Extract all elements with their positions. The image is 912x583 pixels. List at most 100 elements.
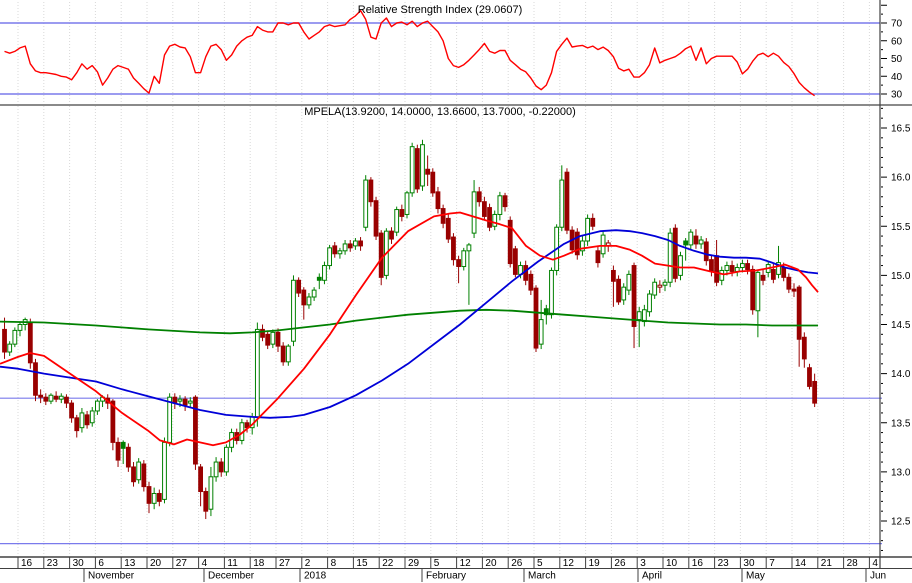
candle[interactable] <box>187 400 193 404</box>
ma-fast-line[interactable] <box>0 211 819 447</box>
candle[interactable] <box>95 400 100 412</box>
candle[interactable] <box>703 241 709 262</box>
candle[interactable] <box>580 240 585 252</box>
candle[interactable] <box>770 268 776 280</box>
candle[interactable] <box>162 441 167 500</box>
candle[interactable] <box>342 243 348 252</box>
candle[interactable] <box>574 231 580 256</box>
candle[interactable] <box>136 461 142 481</box>
candle[interactable] <box>260 328 265 338</box>
candle[interactable] <box>466 244 472 252</box>
candle[interactable] <box>807 367 812 387</box>
candle[interactable] <box>667 232 673 283</box>
candle[interactable] <box>791 288 797 292</box>
candle[interactable] <box>399 209 405 217</box>
candle[interactable] <box>801 336 807 360</box>
candle[interactable] <box>332 245 338 255</box>
candle[interactable] <box>275 331 281 347</box>
candle[interactable] <box>760 274 766 281</box>
candle[interactable] <box>740 263 745 269</box>
candle[interactable] <box>404 192 410 215</box>
candle[interactable] <box>729 265 735 272</box>
candle[interactable] <box>115 441 121 461</box>
candle[interactable] <box>38 394 44 398</box>
candle[interactable] <box>425 168 431 175</box>
candle[interactable] <box>538 319 544 345</box>
candle[interactable] <box>285 345 291 363</box>
candle[interactable] <box>585 217 591 242</box>
candle[interactable] <box>177 398 183 402</box>
candle[interactable] <box>306 296 312 306</box>
candle[interactable] <box>755 271 761 312</box>
candle[interactable] <box>270 331 276 345</box>
candle[interactable] <box>796 286 802 340</box>
candle[interactable] <box>497 195 503 215</box>
candle[interactable] <box>53 395 59 400</box>
candle[interactable] <box>125 446 131 468</box>
candle[interactable] <box>672 227 678 279</box>
candle[interactable] <box>652 281 658 296</box>
candle[interactable] <box>182 398 188 406</box>
candle[interactable] <box>84 414 90 426</box>
candle[interactable] <box>394 209 400 233</box>
candle[interactable] <box>719 269 725 281</box>
candle[interactable] <box>435 191 441 210</box>
candle[interactable] <box>141 463 147 488</box>
candle[interactable] <box>476 191 482 203</box>
candle[interactable] <box>657 284 663 288</box>
candle[interactable] <box>781 267 787 278</box>
candle[interactable] <box>378 232 384 278</box>
price-series-title[interactable]: MPELA(13.9200, 14.0000, 13.6600, 13.7000… <box>304 106 576 118</box>
candle[interactable] <box>693 235 699 245</box>
candle[interactable] <box>451 236 456 261</box>
candle[interactable] <box>688 231 694 246</box>
candle[interactable] <box>678 255 683 276</box>
candle[interactable] <box>316 276 322 281</box>
candle[interactable] <box>471 191 477 234</box>
candle[interactable] <box>590 217 596 227</box>
candle[interactable] <box>636 311 642 321</box>
candle[interactable] <box>420 144 425 187</box>
ma-slow-line[interactable] <box>0 308 818 335</box>
candle[interactable] <box>265 333 271 346</box>
candle[interactable] <box>812 380 818 404</box>
candle[interactable] <box>89 410 95 424</box>
candle[interactable] <box>709 259 714 272</box>
candle[interactable] <box>224 446 229 473</box>
candle[interactable] <box>347 243 353 249</box>
candle[interactable] <box>786 276 792 290</box>
candle[interactable] <box>714 255 720 283</box>
candle[interactable] <box>456 259 462 268</box>
candle[interactable] <box>337 250 343 255</box>
candle[interactable] <box>724 265 730 271</box>
candle[interactable] <box>647 293 652 313</box>
candle[interactable] <box>482 201 487 217</box>
candle[interactable] <box>559 179 565 228</box>
candle[interactable] <box>502 195 508 208</box>
candle[interactable] <box>430 171 436 194</box>
candle[interactable] <box>254 328 260 418</box>
candle[interactable] <box>280 345 286 363</box>
candle[interactable] <box>110 400 116 443</box>
rsi-indicator-title[interactable]: Relative Strength Index (29.0607) <box>357 4 523 16</box>
candle[interactable] <box>549 269 554 316</box>
candle[interactable] <box>301 289 307 306</box>
candle[interactable] <box>203 491 209 512</box>
candle[interactable] <box>33 362 38 396</box>
candle[interactable] <box>296 279 302 294</box>
candle[interactable] <box>745 263 750 270</box>
candle[interactable] <box>151 492 157 504</box>
candle[interactable] <box>621 286 627 301</box>
candle[interactable] <box>363 179 369 228</box>
candle[interactable] <box>373 200 379 237</box>
candle[interactable] <box>564 171 570 231</box>
candle[interactable] <box>487 207 492 228</box>
candle[interactable] <box>43 396 49 402</box>
candle[interactable] <box>213 461 219 478</box>
candle[interactable] <box>17 324 23 331</box>
candle[interactable] <box>683 240 689 246</box>
candle[interactable] <box>291 279 296 342</box>
candle[interactable] <box>461 250 467 268</box>
candle[interactable] <box>193 396 198 465</box>
